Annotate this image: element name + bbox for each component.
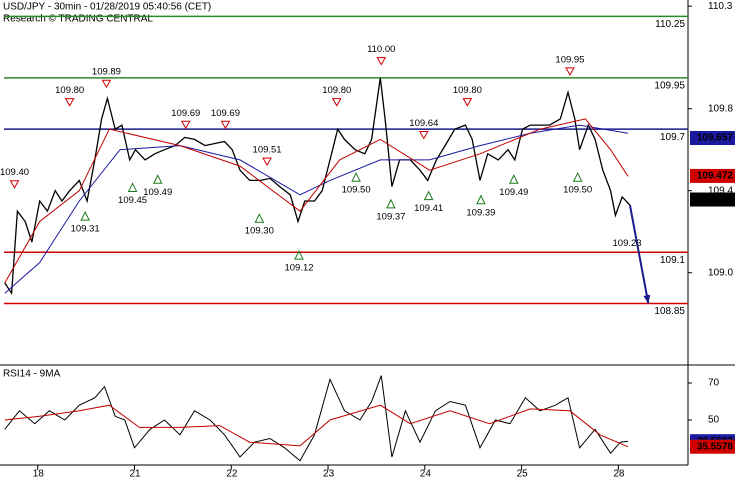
x-tick-label: 18 bbox=[33, 469, 45, 480]
chart-title: USD/JPY - 30min - 01/28/2019 05:40:56 (C… bbox=[3, 2, 211, 13]
level-label: 109.95 bbox=[654, 81, 685, 92]
y-tick-label: 109.4 bbox=[708, 185, 733, 196]
high-label: 110.00 bbox=[367, 44, 395, 55]
high-label: 109.69 bbox=[211, 108, 240, 119]
high-marker bbox=[101, 79, 112, 89]
high-marker bbox=[418, 130, 429, 140]
high-marker bbox=[262, 157, 272, 167]
level-label: 109.7 bbox=[660, 132, 685, 143]
price-box-label: 35.5578 bbox=[697, 441, 734, 452]
high-marker bbox=[180, 120, 191, 130]
price-box-label: 109.472 bbox=[697, 171, 734, 182]
high-label: 109.89 bbox=[92, 67, 121, 78]
low-marker bbox=[152, 174, 163, 184]
high-label: 109.80 bbox=[453, 85, 482, 96]
price-box bbox=[690, 131, 735, 146]
high-label: 109.40 bbox=[0, 167, 29, 178]
high-marker bbox=[64, 98, 75, 107]
low-label: 109.45 bbox=[118, 195, 147, 206]
y-tick-label: 110.3 bbox=[708, 1, 733, 12]
level-label: 110.25 bbox=[655, 19, 685, 30]
low-label: 109.50 bbox=[563, 185, 592, 196]
low-marker bbox=[254, 213, 265, 223]
series-line bbox=[4, 77, 631, 296]
low-marker bbox=[294, 249, 304, 260]
series-line bbox=[4, 375, 629, 462]
price-box bbox=[690, 168, 735, 183]
low-marker bbox=[572, 172, 583, 182]
x-tick-label: 23 bbox=[323, 469, 335, 480]
high-label: 109.64 bbox=[409, 118, 438, 129]
low-marker bbox=[351, 172, 361, 182]
low-marker bbox=[509, 174, 519, 184]
low-marker bbox=[127, 182, 138, 192]
level-label: 109.1 bbox=[660, 255, 685, 266]
level-label: 108.85 bbox=[654, 306, 685, 317]
projection-arrowhead bbox=[643, 294, 651, 304]
high-label: 109.51 bbox=[253, 145, 282, 156]
low-marker bbox=[80, 211, 90, 221]
high-label: 109.80 bbox=[55, 85, 84, 96]
low-marker bbox=[386, 198, 396, 209]
series-line bbox=[4, 404, 629, 448]
low-label: 109.41 bbox=[414, 203, 443, 214]
y-tick-label: 109.0 bbox=[708, 267, 733, 278]
note-label: 109.23 bbox=[613, 238, 642, 249]
low-label: 109.30 bbox=[245, 226, 274, 237]
high-marker bbox=[220, 120, 231, 130]
x-tick-label: 22 bbox=[226, 469, 238, 480]
price-box-label: 109.657 bbox=[697, 133, 734, 144]
low-label: 109.49 bbox=[143, 187, 172, 198]
high-marker bbox=[9, 180, 20, 189]
x-tick-label: 21 bbox=[130, 469, 142, 480]
high-marker bbox=[565, 67, 575, 76]
price-box-label: 109.357 bbox=[697, 194, 734, 205]
y-tick-label: 70 bbox=[708, 378, 720, 389]
projection-arrow bbox=[628, 204, 650, 304]
chart-subtitle: Research © TRADING CENTRAL bbox=[3, 14, 153, 25]
low-label: 109.49 bbox=[499, 187, 528, 198]
high-label: 109.80 bbox=[322, 85, 351, 96]
low-label: 109.39 bbox=[466, 207, 495, 218]
low-label: 109.50 bbox=[342, 185, 371, 196]
series-line bbox=[4, 124, 629, 294]
x-tick-label: 25 bbox=[517, 469, 529, 480]
low-marker bbox=[476, 194, 486, 205]
high-label: 109.95 bbox=[555, 54, 584, 65]
x-tick-label: 24 bbox=[420, 469, 432, 480]
price-box bbox=[690, 439, 735, 454]
low-label: 109.31 bbox=[71, 224, 100, 235]
high-label: 109.69 bbox=[171, 108, 200, 119]
x-tick-label: 28 bbox=[613, 469, 625, 480]
y-tick-label: 50 bbox=[708, 415, 720, 426]
price-box bbox=[690, 192, 735, 207]
low-label: 109.37 bbox=[376, 211, 405, 222]
high-marker bbox=[376, 57, 387, 66]
y-tick-label: 109.8 bbox=[708, 103, 733, 114]
high-marker bbox=[331, 98, 342, 107]
high-marker bbox=[462, 98, 473, 107]
low-marker bbox=[423, 190, 434, 201]
series-line bbox=[4, 118, 629, 284]
rsi-title: RSI14 - 9MA bbox=[3, 369, 61, 380]
low-label: 109.12 bbox=[284, 263, 313, 274]
